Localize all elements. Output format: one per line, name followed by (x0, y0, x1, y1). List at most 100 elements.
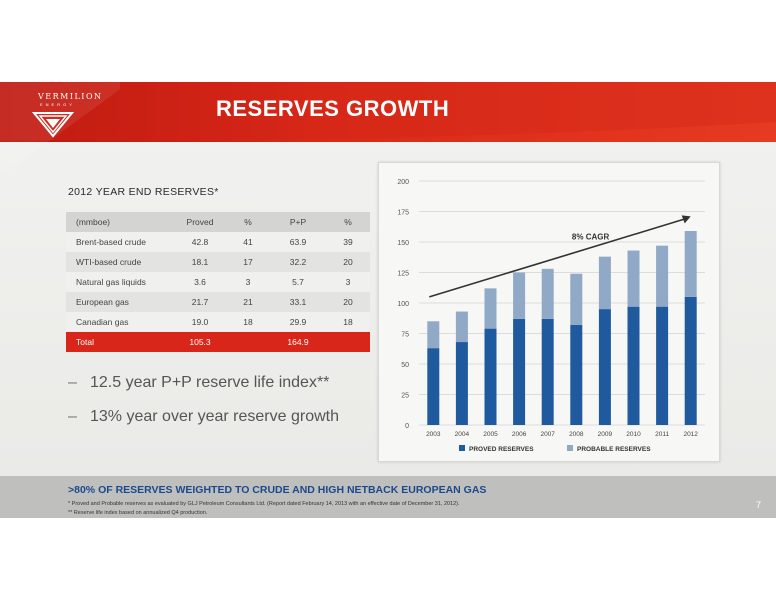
x-tick-label: 2004 (455, 431, 470, 438)
bullet-text: 12.5 year P+P reserve life index** (90, 374, 330, 391)
table-cell: 164.9 (287, 337, 309, 347)
x-tick-label: 2009 (598, 431, 613, 438)
table-cell (226, 332, 270, 352)
table-cell: 41 (243, 237, 253, 247)
x-tick-label: 2006 (512, 431, 527, 438)
table-cell: 63.9 (289, 237, 307, 247)
table-cell (326, 332, 370, 352)
reserves-table: (mmboe) Proved % P+P % Brent-based crude… (66, 212, 370, 352)
col-header: % (244, 217, 252, 227)
reserves-chart: 0 25 50 75 100 125 150 175 200 2003 2004 2005 2006 20… (397, 179, 705, 453)
bar-proved (570, 324, 583, 425)
logo-mark-icon (0, 82, 130, 177)
table-cell: 3 (245, 277, 251, 287)
y-tick-label: 125 (397, 271, 409, 278)
bar-probable (656, 245, 669, 307)
bar-proved (598, 309, 611, 425)
bottom-banner (0, 476, 776, 518)
table-cell: 18.1 (191, 257, 209, 267)
x-tick-label: 2010 (626, 431, 641, 438)
chart-panel: 0 25 50 75 100 125 150 175 200 2003 2004 2005 2006 20… (378, 162, 720, 462)
table-cell: 20 (343, 257, 353, 267)
x-tick-label: 2011 (655, 431, 669, 438)
table-cell: Canadian gas (76, 317, 129, 327)
x-tick-label: 2012 (683, 431, 698, 438)
bar-proved (455, 342, 468, 425)
bar-probable (513, 272, 526, 319)
slide-title: RESERVES GROWTH (216, 96, 450, 121)
table-cell: 32.2 (289, 257, 307, 267)
table-cell: 33.1 (289, 297, 307, 307)
table-cell: WTI-based crude (76, 257, 142, 267)
table-cell: 21 (243, 297, 253, 307)
bar-proved (513, 318, 526, 425)
bar-probable (570, 273, 583, 325)
table-row: European gas 21.7 21 33.1 20 (66, 292, 370, 312)
bar-proved (684, 296, 697, 425)
y-tick-label: 50 (401, 362, 409, 369)
dash-icon: – (68, 374, 77, 391)
table-cell: 18 (343, 317, 353, 327)
y-tick-label: 150 (397, 240, 409, 247)
header-bar: RESERVES GROWTH (0, 82, 776, 142)
table-cell: 3.6 (194, 277, 206, 287)
bar-probable (598, 256, 611, 310)
banner-headline: >80% OF RESERVES WEIGHTED TO CRUDE AND H… (68, 484, 487, 496)
bar-proved (656, 306, 669, 425)
table-cell: 18 (243, 317, 253, 327)
y-tick-label: 25 (401, 393, 409, 400)
col-header: P+P (289, 217, 307, 227)
vermilion-logo: VERMILION ENERGY (0, 82, 130, 182)
table-row: Canadian gas 19.0 18 29.9 18 (66, 312, 370, 332)
trend-arrow-line (429, 217, 687, 298)
y-tick-label: 100 (397, 301, 409, 308)
legend-swatch (567, 445, 573, 451)
table-cell: 42.8 (191, 237, 209, 247)
bullet-item: –12.5 year P+P reserve life index** (68, 374, 329, 392)
dash-icon: – (68, 408, 77, 425)
bar-probable (627, 250, 640, 307)
y-tick-label: 200 (397, 179, 409, 186)
x-tick-label: 2003 (426, 431, 441, 438)
table-row: Brent-based crude 42.8 41 63.9 39 (66, 232, 370, 252)
table-row: Natural gas liquids 3.6 3 5.7 3 (66, 272, 370, 292)
bar-probable (455, 311, 468, 343)
bar-probable (684, 231, 697, 297)
x-tick-label: 2005 (483, 431, 498, 438)
bar-probable (484, 288, 497, 329)
x-tick-label: 2008 (569, 431, 584, 438)
arrow-head-icon (681, 215, 691, 224)
col-header: (mmboe) (76, 217, 111, 227)
table-cell: 3 (345, 277, 351, 287)
cagr-annotation: 8% CAGR (572, 233, 610, 242)
logo-wordmark: VERMILION (38, 92, 103, 101)
table-cell: Natural gas liquids (76, 277, 146, 287)
bar-proved (484, 328, 497, 425)
bullet-text: 13% year over year reserve growth (90, 408, 339, 425)
table-cell: 5.7 (292, 277, 304, 287)
table-cell: Total (76, 337, 94, 347)
page-number: 7 (756, 500, 762, 510)
table-title: 2012 YEAR END RESERVES* (68, 186, 219, 198)
bar-proved (627, 306, 640, 425)
table-cell: European gas (76, 297, 129, 307)
legend-label: PROVED RESERVES (469, 446, 534, 453)
bullet-item: –13% year over year reserve growth (68, 408, 339, 426)
x-tick-label: 2007 (540, 431, 555, 438)
table-cell: Brent-based crude (76, 237, 146, 247)
table-cell: 39 (343, 237, 353, 247)
table-cell: 19.0 (191, 317, 209, 327)
table-cell: 21.7 (191, 297, 209, 307)
legend-swatch (459, 445, 465, 451)
bar-probable (541, 268, 554, 319)
logo-subtext: ENERGY (40, 102, 75, 107)
slide: RESERVES GROWTH VERMILION ENERGY 2012 YE… (0, 82, 776, 518)
table-total-row: Total 105.3 164.9 (66, 332, 370, 352)
header-swoosh (0, 82, 776, 141)
footnote: * Proved and Probable reserves as evalua… (68, 501, 460, 507)
bar-proved (541, 318, 554, 425)
legend-label: PROBABLE RESERVES (577, 446, 651, 453)
bar-proved (427, 348, 440, 425)
col-header: % (344, 217, 352, 227)
footnote: ** Reserve life index based on annualize… (68, 510, 208, 516)
